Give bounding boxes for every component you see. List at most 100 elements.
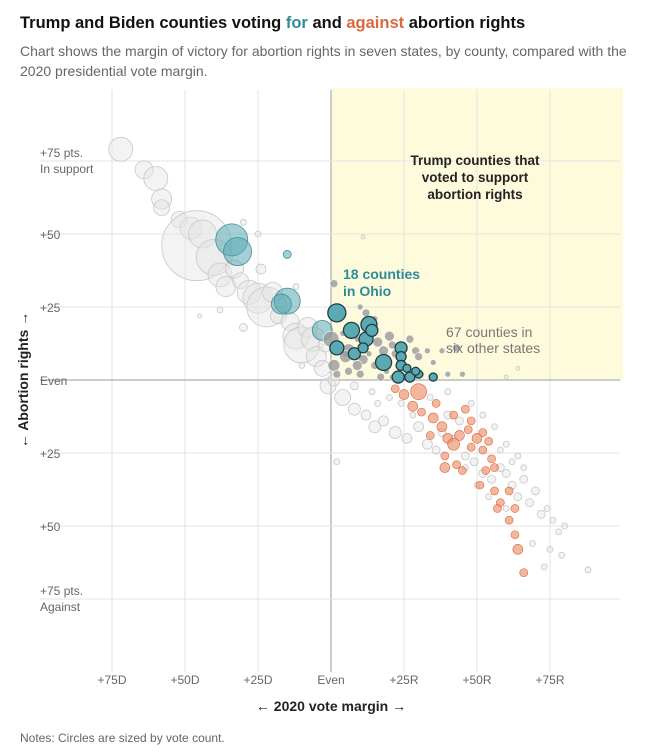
data-point xyxy=(540,563,548,571)
data-point xyxy=(344,366,353,376)
data-point xyxy=(502,440,510,448)
data-point xyxy=(333,458,341,466)
annotation-trump-counties: Trump counties that voted to support abort… xyxy=(410,153,540,202)
data-point xyxy=(466,416,476,426)
x-tick-label: +50R xyxy=(462,673,491,687)
data-point xyxy=(292,283,300,290)
x-tick-labels: +75D +50D +25D Even +25R +50R +75R xyxy=(97,673,564,687)
data-point xyxy=(438,347,446,355)
data-point xyxy=(378,415,389,427)
data-point xyxy=(329,340,345,356)
data-point xyxy=(407,400,419,412)
data-point xyxy=(452,460,461,469)
data-point xyxy=(510,504,520,513)
data-point xyxy=(493,504,502,513)
annotation-line: abortion rights xyxy=(427,187,522,202)
y-tick-label: +75 pts. xyxy=(40,146,83,160)
data-point xyxy=(376,372,385,382)
data-point xyxy=(463,425,473,434)
data-point xyxy=(529,540,536,547)
data-point xyxy=(417,407,426,417)
y-axis-title: ← Abortion rights → xyxy=(15,312,31,448)
data-point xyxy=(332,369,342,379)
data-point xyxy=(108,136,134,162)
data-point xyxy=(496,446,504,454)
x-tick-label: Even xyxy=(317,673,344,687)
data-point xyxy=(459,370,466,378)
data-point xyxy=(327,359,341,372)
data-point xyxy=(520,464,528,472)
y-tick-label: +25 xyxy=(40,447,61,461)
annotation-line: voted to support xyxy=(422,170,529,185)
title-mid: and xyxy=(307,14,347,32)
data-point xyxy=(390,384,400,394)
series-18-counties-in-ohio xyxy=(327,303,438,384)
data-point xyxy=(404,371,416,383)
data-point xyxy=(504,515,514,525)
data-point xyxy=(558,551,566,559)
data-point xyxy=(510,530,520,540)
data-point xyxy=(424,347,431,355)
data-point xyxy=(514,452,522,460)
data-point xyxy=(508,458,516,466)
data-point xyxy=(487,454,496,464)
data-point xyxy=(388,426,402,439)
data-point xyxy=(254,230,262,238)
data-point xyxy=(428,372,438,382)
data-point xyxy=(151,188,173,210)
data-point xyxy=(519,474,529,484)
data-point xyxy=(536,509,546,519)
data-point xyxy=(413,421,425,433)
data-point xyxy=(347,402,361,416)
data-point xyxy=(402,363,412,373)
data-point xyxy=(546,545,554,553)
data-point xyxy=(501,469,511,478)
annotation-line: 18 counties xyxy=(343,266,420,282)
title-part1: Trump and Biden counties voting xyxy=(20,14,286,32)
data-point xyxy=(490,486,499,496)
data-point xyxy=(478,428,488,437)
data-point xyxy=(444,388,452,396)
series-counties-voting-against-abortion-rights xyxy=(390,383,529,578)
data-point xyxy=(584,566,592,574)
data-point xyxy=(360,234,366,240)
data-point xyxy=(282,250,292,259)
data-point xyxy=(179,216,203,240)
data-point xyxy=(360,409,372,421)
data-point xyxy=(427,412,439,424)
annotation-line: six other states xyxy=(446,340,540,356)
data-point xyxy=(410,383,427,400)
data-point xyxy=(385,394,393,401)
data-point xyxy=(449,410,458,420)
data-point xyxy=(223,237,252,266)
data-point xyxy=(431,445,441,455)
data-point xyxy=(512,544,524,555)
data-point xyxy=(543,505,551,512)
y-tick-labels: +75 pts. In support +50 +25 Even +25 +50 +75 pt… xyxy=(40,146,94,614)
y-tick-label: Against xyxy=(40,600,81,614)
data-point xyxy=(439,462,451,473)
data-point xyxy=(431,399,441,408)
data-point xyxy=(397,399,405,407)
data-point xyxy=(372,336,384,348)
data-point xyxy=(368,388,376,396)
chart-subtitle: Chart shows the margin of victory for ab… xyxy=(20,43,627,79)
data-point xyxy=(414,352,423,361)
x-tick-label: +25R xyxy=(389,673,418,687)
data-point xyxy=(475,480,485,490)
data-point xyxy=(239,218,247,226)
data-point xyxy=(356,303,364,311)
data-point xyxy=(384,330,395,342)
data-point xyxy=(334,389,352,406)
x-tick-label: +25D xyxy=(243,673,272,687)
data-point xyxy=(347,347,362,361)
gridlines xyxy=(40,90,620,672)
title-against: against xyxy=(346,14,405,32)
data-point xyxy=(479,411,487,419)
data-point xyxy=(349,381,359,391)
data-point xyxy=(411,366,421,376)
data-point xyxy=(365,323,379,338)
y-tick-label: +25 xyxy=(40,301,61,315)
